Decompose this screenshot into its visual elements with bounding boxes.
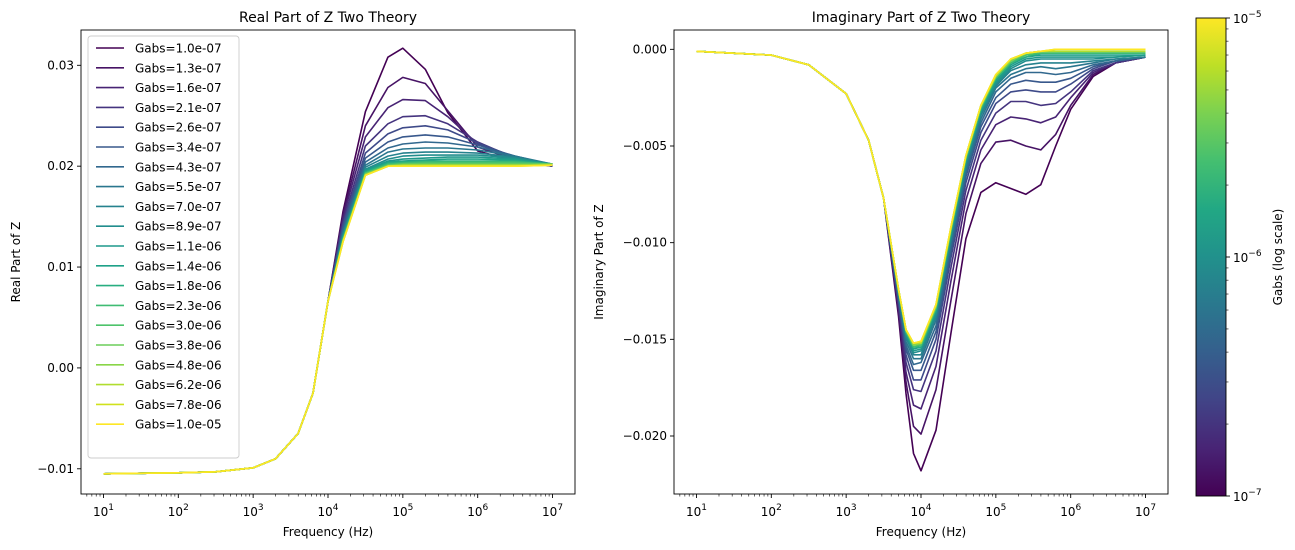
- imaginary-part-title: Imaginary Part of Z Two Theory: [812, 10, 1030, 26]
- legend-label: Gabs=4.3e-07: [135, 160, 222, 174]
- real-part-x-tick-label: 103: [243, 503, 264, 519]
- legend: Gabs=1.0e-07 Gabs=1.3e-07 Gabs=1.6e-07 Gabs…: [87, 35, 240, 459]
- imaginary-part-x-tick-label: 107: [1135, 503, 1156, 519]
- legend-label: Gabs=7.0e-07: [135, 200, 222, 214]
- imaginary-part-y-label: Imaginary Part of Z: [592, 204, 606, 319]
- real-part-axes: Real Part of Z Two Theory 101 102 103 104 10…: [9, 10, 576, 539]
- imaginary-part-x-tick-label: 102: [761, 503, 782, 519]
- imaginary-part-y-tick-label: −0.020: [623, 429, 667, 443]
- imaginary-part-series-group: [696, 48, 1146, 472]
- colorbar-gradient: [1195, 17, 1227, 497]
- colorbar-tick-label: 10−7: [1233, 488, 1262, 504]
- legend-label: Gabs=1.0e-07: [135, 42, 222, 56]
- colorbar-label: Gabs (log scale): [1271, 209, 1285, 306]
- colorbar-tick-label: 10−5: [1233, 10, 1262, 26]
- imaginary-part-x-tick-label: 106: [1060, 503, 1081, 519]
- imaginary-part-y-tick-label: 0.000: [633, 42, 667, 56]
- imaginary-part-series-line-9: [696, 50, 1146, 356]
- real-part-y-tick-label: 0.03: [47, 58, 74, 72]
- real-part-x-tick-label: 105: [392, 503, 413, 519]
- imaginary-part-series-line-19: [696, 48, 1146, 344]
- real-part-title: Real Part of Z Two Theory: [239, 10, 417, 26]
- imaginary-part-y-tick-label: −0.015: [623, 332, 667, 346]
- real-part-x-label: Frequency (Hz): [283, 525, 374, 539]
- imaginary-part-x-label: Frequency (Hz): [876, 525, 967, 539]
- legend-label: Gabs=7.8e-06: [135, 398, 222, 412]
- imaginary-part-y-tick-label: −0.010: [623, 236, 667, 250]
- imaginary-part-series-line-2: [696, 50, 1146, 435]
- colorbar-tick-label: 10−6: [1233, 249, 1262, 265]
- legend-label: Gabs=2.1e-07: [135, 101, 222, 115]
- legend-label: Gabs=1.3e-07: [135, 61, 222, 75]
- imaginary-part-series-line-5: [696, 50, 1146, 381]
- real-part-x-tick-label: 107: [542, 503, 563, 519]
- imaginary-part-axes: Imaginary Part of Z Two Theory 101 102 103…: [592, 10, 1169, 539]
- legend-label: Gabs=3.8e-06: [135, 339, 222, 353]
- real-part-y-tick-label: −0.01: [37, 462, 74, 476]
- legend-label: Gabs=1.4e-06: [135, 259, 222, 273]
- imaginary-part-y-tick-label: −0.005: [623, 139, 667, 153]
- real-part-y-tick-label: 0.02: [47, 159, 74, 173]
- imaginary-part-x-tick-label: 105: [985, 503, 1006, 519]
- imaginary-part-plot-frame: [673, 29, 1169, 495]
- legend-label: Gabs=1.1e-06: [135, 240, 222, 254]
- legend-label: Gabs=2.6e-07: [135, 121, 222, 135]
- legend-label: Gabs=3.4e-07: [135, 141, 222, 155]
- colorbar-ticks: 10−7 10−6 10−5: [1226, 10, 1262, 504]
- real-part-y-tick-label: 0.00: [47, 361, 74, 375]
- legend-label: Gabs=3.0e-06: [135, 319, 222, 333]
- imaginary-part-y-ticks: 0.000 −0.005 −0.010 −0.015 −0.020: [623, 42, 674, 443]
- legend-label: Gabs=6.2e-06: [135, 378, 222, 392]
- imaginary-part-x-tick-label: 104: [910, 503, 931, 519]
- real-part-y-label: Real Part of Z: [9, 222, 23, 303]
- real-part-y-ticks: −0.01 0.00 0.01 0.02 0.03: [37, 58, 81, 476]
- real-part-x-tick-label: 101: [93, 503, 114, 519]
- real-part-series-line-20: [103, 164, 553, 475]
- legend-entries: Gabs=1.0e-07 Gabs=1.3e-07 Gabs=1.6e-07 Gabs…: [96, 42, 222, 432]
- legend-label: Gabs=4.8e-06: [135, 358, 222, 372]
- real-part-x-tick-label: 106: [467, 503, 488, 519]
- imaginary-part-x-ticks: 101 102 103 104 105 106 107: [679, 494, 1156, 519]
- real-part-y-tick-label: 0.01: [47, 260, 74, 274]
- legend-label: Gabs=5.5e-07: [135, 180, 222, 194]
- real-part-series-group: [103, 47, 553, 475]
- legend-frame: [87, 35, 240, 459]
- real-part-x-tick-label: 102: [168, 503, 189, 519]
- legend-label: Gabs=1.6e-07: [135, 81, 222, 95]
- imaginary-part-x-tick-label: 101: [686, 503, 707, 519]
- legend-label: Gabs=2.3e-06: [135, 299, 222, 313]
- legend-label: Gabs=1.0e-05: [135, 418, 222, 432]
- colorbar: 10−7 10−6 10−5 Gabs (log scale): [1195, 10, 1285, 504]
- imaginary-part-x-tick-label: 103: [836, 503, 857, 519]
- imaginary-part-series-line-20: [696, 48, 1146, 344]
- legend-label: Gabs=8.9e-07: [135, 220, 222, 234]
- real-part-x-tick-label: 104: [317, 503, 338, 519]
- real-part-x-ticks: 101 102 103 104 105 106 107: [86, 494, 563, 519]
- legend-label: Gabs=1.8e-06: [135, 279, 222, 293]
- imaginary-part-series-line-10: [696, 50, 1146, 354]
